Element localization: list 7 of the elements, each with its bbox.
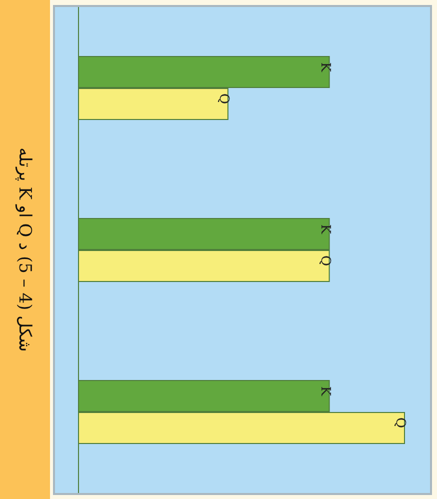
series-label: Q: [216, 93, 231, 104]
text: شکل (4 – 5) د Q او K پرتله: [14, 147, 36, 352]
text: K: [317, 386, 332, 396]
text: Q: [317, 255, 332, 266]
text: K: [317, 224, 332, 234]
text: Q: [392, 417, 408, 428]
series-label: K: [317, 62, 332, 72]
